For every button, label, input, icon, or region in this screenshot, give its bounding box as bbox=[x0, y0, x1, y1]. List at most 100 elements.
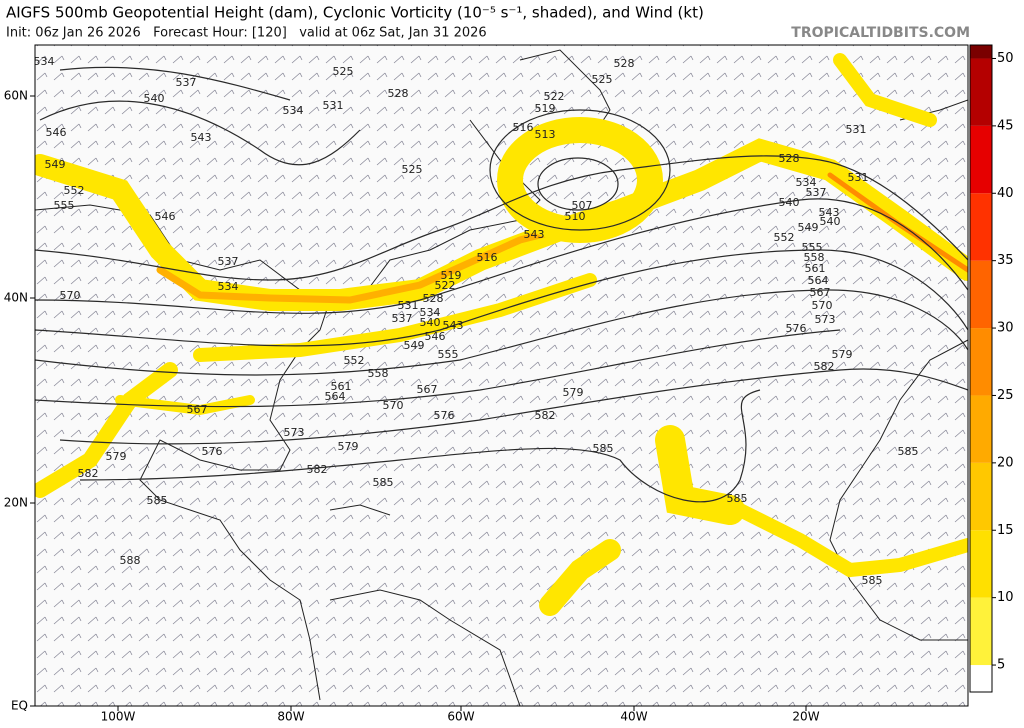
contour-label: 579 bbox=[338, 440, 359, 453]
colorbar-frame bbox=[969, 44, 993, 693]
contour-label: 519 bbox=[441, 269, 462, 282]
map-frame bbox=[34, 44, 969, 707]
contour-label: 537 bbox=[392, 312, 413, 325]
contour-label: 570 bbox=[812, 299, 833, 312]
contour-label: 558 bbox=[804, 251, 825, 264]
axes: 60N 40N 20N EQ 100W 80W 60W 40W 20W bbox=[4, 89, 820, 724]
contour-label: 540 bbox=[779, 196, 800, 209]
contour-label: 585 bbox=[147, 494, 168, 507]
colorbar-tick-label: 40 bbox=[997, 186, 1014, 201]
contour-label: 579 bbox=[832, 348, 853, 361]
contour-label: 585 bbox=[898, 445, 919, 458]
colorbar-band bbox=[970, 58, 992, 126]
contour-label: 525 bbox=[592, 73, 613, 86]
colorbar-band bbox=[970, 530, 992, 598]
contour-label: 522 bbox=[435, 279, 456, 292]
contour-label: 564 bbox=[808, 274, 829, 287]
colorbar-band bbox=[970, 665, 992, 692]
contour-label: 555 bbox=[802, 241, 823, 254]
contour-label: 573 bbox=[284, 426, 305, 439]
lat-label: 40N bbox=[4, 291, 28, 305]
contour-label: 543 bbox=[191, 131, 212, 144]
colorbar-tick-label: 35 bbox=[997, 253, 1014, 268]
contour-label: 534 bbox=[796, 176, 817, 189]
contour-label: 534 bbox=[218, 280, 239, 293]
contour-label: 546 bbox=[155, 210, 176, 223]
contour-label: 534 bbox=[34, 55, 55, 68]
lon-label: 60W bbox=[447, 710, 474, 724]
contour-label: 588 bbox=[120, 554, 141, 567]
contour-label: 579 bbox=[106, 450, 127, 463]
contour-label: 540 bbox=[420, 316, 441, 329]
contour-label: 570 bbox=[383, 399, 404, 412]
contour-label: 582 bbox=[78, 467, 99, 480]
vorticity-shading bbox=[35, 53, 968, 616]
contour-label: 537 bbox=[218, 255, 239, 268]
colorbar: 5 10 15 20 25 30 35 40 45 50 bbox=[969, 44, 1014, 693]
lon-label: 80W bbox=[277, 710, 304, 724]
contour-label: 582 bbox=[535, 409, 556, 422]
contour-label: 537 bbox=[176, 76, 197, 89]
contour-label: 540 bbox=[820, 215, 841, 228]
contour-label: 516 bbox=[513, 121, 534, 134]
contour-label: 549 bbox=[45, 158, 66, 171]
contour-label: 582 bbox=[307, 463, 328, 476]
contour-label: 564 bbox=[325, 390, 346, 403]
title: AIGFS 500mb Geopotential Height (dam), C… bbox=[6, 4, 704, 22]
lon-label: 100W bbox=[101, 710, 136, 724]
contour-label: 528 bbox=[779, 152, 800, 165]
contour-label: 576 bbox=[202, 445, 223, 458]
contour-label: 519 bbox=[535, 102, 556, 115]
contour-label: 576 bbox=[434, 409, 455, 422]
contour-label: 585 bbox=[727, 492, 748, 505]
contour-label: 546 bbox=[425, 330, 446, 343]
contour-label: 576 bbox=[786, 322, 807, 335]
contour-label: 528 bbox=[614, 57, 635, 70]
contour-label: 552 bbox=[774, 231, 795, 244]
colorbar-band bbox=[970, 260, 992, 329]
contour-label: 567 bbox=[187, 403, 208, 416]
contour-label: 543 bbox=[443, 319, 464, 332]
contour-label: 528 bbox=[388, 87, 409, 100]
contour-label: 552 bbox=[344, 354, 365, 367]
lat-label: 20N bbox=[4, 496, 28, 510]
contour-label: 570 bbox=[60, 289, 81, 302]
colorbar-tick-label: 20 bbox=[997, 455, 1014, 470]
contour-label: 546 bbox=[46, 126, 67, 139]
contour-label: 558 bbox=[368, 367, 389, 380]
contour-label: 516 bbox=[477, 251, 498, 264]
lon-label: 40W bbox=[620, 710, 647, 724]
contour-label: 567 bbox=[417, 383, 438, 396]
contour-label: 531 bbox=[846, 123, 867, 136]
colorbar-tick-label: 25 bbox=[997, 388, 1014, 403]
contour-label: 507 bbox=[572, 199, 593, 212]
colorbar-tick-label: 50 bbox=[997, 51, 1014, 66]
colorbar-band bbox=[970, 45, 992, 59]
colorbar-tick-label: 30 bbox=[997, 321, 1014, 336]
contour-label: 513 bbox=[535, 128, 556, 141]
contour-label: 549 bbox=[404, 339, 425, 352]
contour-label: 543 bbox=[819, 206, 840, 219]
colorbar-tick-label: 15 bbox=[997, 523, 1014, 538]
contour-label: 549 bbox=[798, 221, 819, 234]
contour-label: 525 bbox=[333, 65, 354, 78]
contour-label: 543 bbox=[524, 228, 545, 241]
colorbar-tick-label: 45 bbox=[997, 118, 1014, 133]
contour-label: 573 bbox=[815, 313, 836, 326]
lat-label: 60N bbox=[4, 89, 28, 103]
colorbar-tick-label: 10 bbox=[997, 590, 1014, 605]
colorbar-tick-label: 5 bbox=[997, 658, 1005, 673]
contour-label: 534 bbox=[420, 306, 441, 319]
height-contours bbox=[35, 66, 968, 503]
contour-label: 561 bbox=[331, 380, 352, 393]
colorbar-band bbox=[970, 462, 992, 531]
contour-label: 552 bbox=[64, 184, 85, 197]
contour-label: 510 bbox=[565, 210, 586, 223]
contour-label: 531 bbox=[848, 171, 869, 184]
contour-label: 540 bbox=[144, 92, 165, 105]
contour-label: 525 bbox=[402, 163, 423, 176]
contour-label: 531 bbox=[398, 299, 419, 312]
contour-label: 585 bbox=[593, 442, 614, 455]
